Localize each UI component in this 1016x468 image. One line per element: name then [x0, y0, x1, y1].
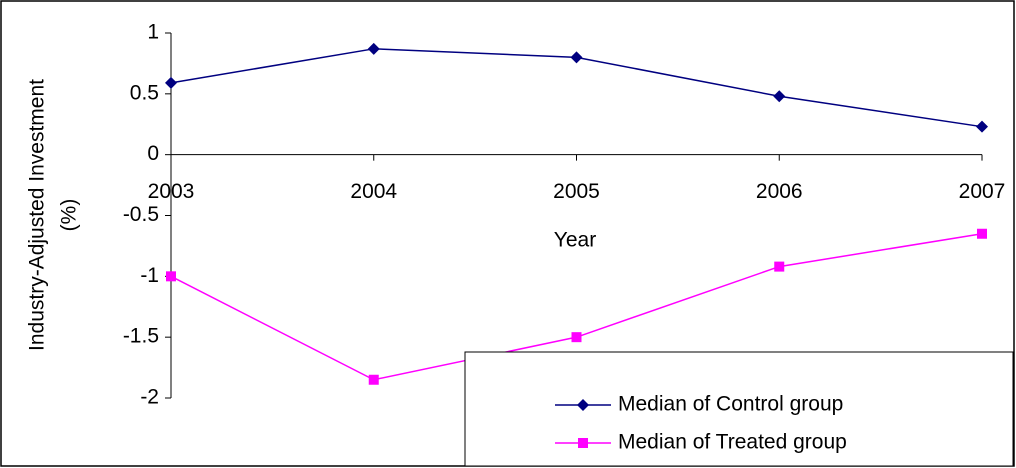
x-tick-label: 2007: [959, 180, 1006, 203]
y-tick-label: -2: [140, 386, 159, 409]
x-tick-label: 2003: [148, 180, 195, 203]
marker: [166, 271, 176, 282]
marker: [578, 438, 588, 448]
marker: [577, 399, 589, 411]
x-axis-label: Year: [554, 229, 596, 252]
marker: [165, 76, 177, 89]
y-axis-label: Industry-Adjusted Investment: [26, 79, 49, 351]
legend-label: Median of Treated group: [618, 431, 847, 454]
marker: [368, 374, 379, 385]
marker: [570, 51, 583, 64]
y-tick-label: -1: [140, 264, 159, 287]
marker: [367, 42, 380, 55]
marker: [774, 261, 785, 272]
marker: [977, 228, 987, 239]
x-tick-label: 2006: [756, 180, 803, 203]
y-tick-label: -0.5: [123, 203, 159, 226]
x-tick-label: 2004: [350, 180, 397, 203]
y-tick-label: 1: [147, 21, 159, 44]
legend-label: Median of Control group: [618, 393, 843, 416]
y-tick-label: 0: [147, 142, 159, 165]
legend-box: [464, 351, 1014, 467]
y-tick-label: -1.5: [123, 325, 159, 348]
marker: [773, 90, 786, 103]
y-axis-label: (%): [58, 199, 81, 232]
x-tick-label: 2005: [553, 180, 600, 203]
marker: [976, 120, 988, 133]
y-tick-label: 0.5: [130, 81, 159, 104]
marker: [571, 332, 582, 343]
